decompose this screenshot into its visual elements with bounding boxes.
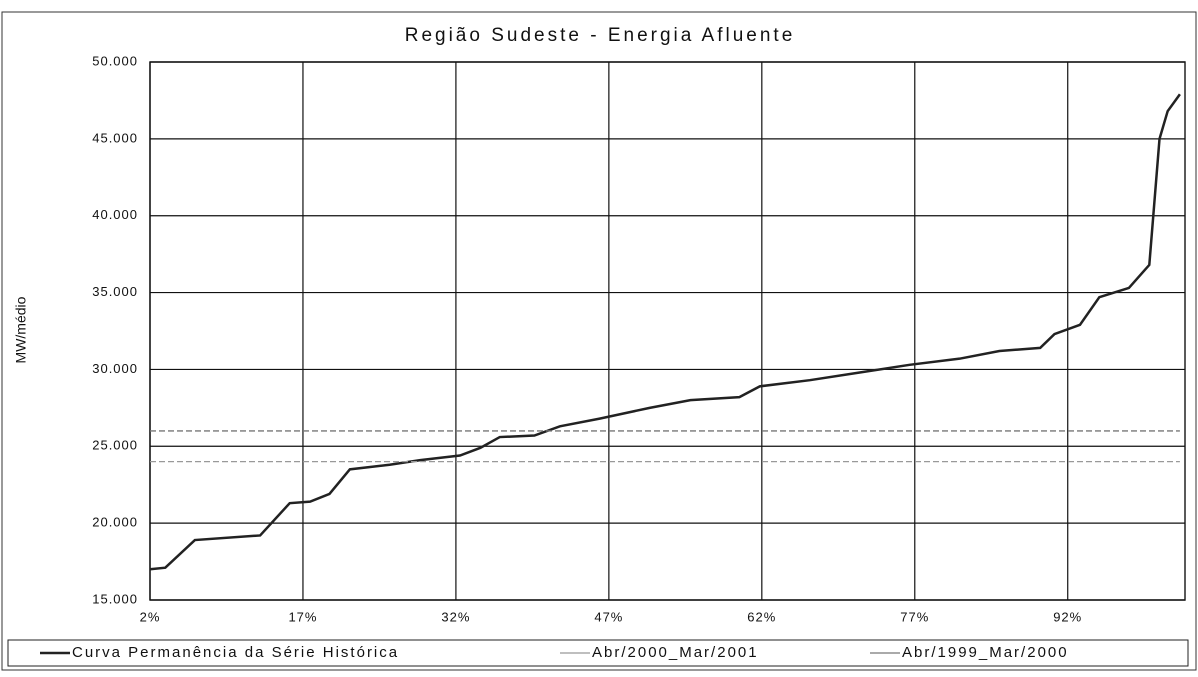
x-tick-label: 2% [140,609,161,624]
x-tick-label: 17% [288,609,317,624]
y-tick-label: 20.000 [92,515,138,530]
y-tick-label: 35.000 [92,284,138,299]
legend-label: Abr/1999_Mar/2000 [902,644,1069,661]
y-tick-label: 40.000 [92,207,138,222]
series-line [149,93,1181,571]
chart-border [1,11,1197,671]
y-tick-label: 50.000 [92,53,138,68]
y-tick-label: 15.000 [92,591,138,606]
plot-area [149,61,1186,601]
y-tick-label: 30.000 [92,361,138,376]
legend-label: Abr/2000_Mar/2001 [592,644,759,661]
legend-label: Curva Permanência da Série Histórica [72,644,399,661]
x-tick-label: 47% [594,609,623,624]
y-tick-label: 45.000 [92,130,138,145]
x-tick-label: 62% [747,609,776,624]
y-axis-label: MW/médio [13,296,29,363]
x-tick-label: 32% [441,609,470,624]
chart-title: Região Sudeste - Energia Afluente [405,25,796,46]
y-tick-label: 25.000 [92,438,138,453]
x-tick-label: 77% [900,609,929,624]
x-tick-label: 92% [1053,609,1082,624]
legend [7,639,1189,667]
